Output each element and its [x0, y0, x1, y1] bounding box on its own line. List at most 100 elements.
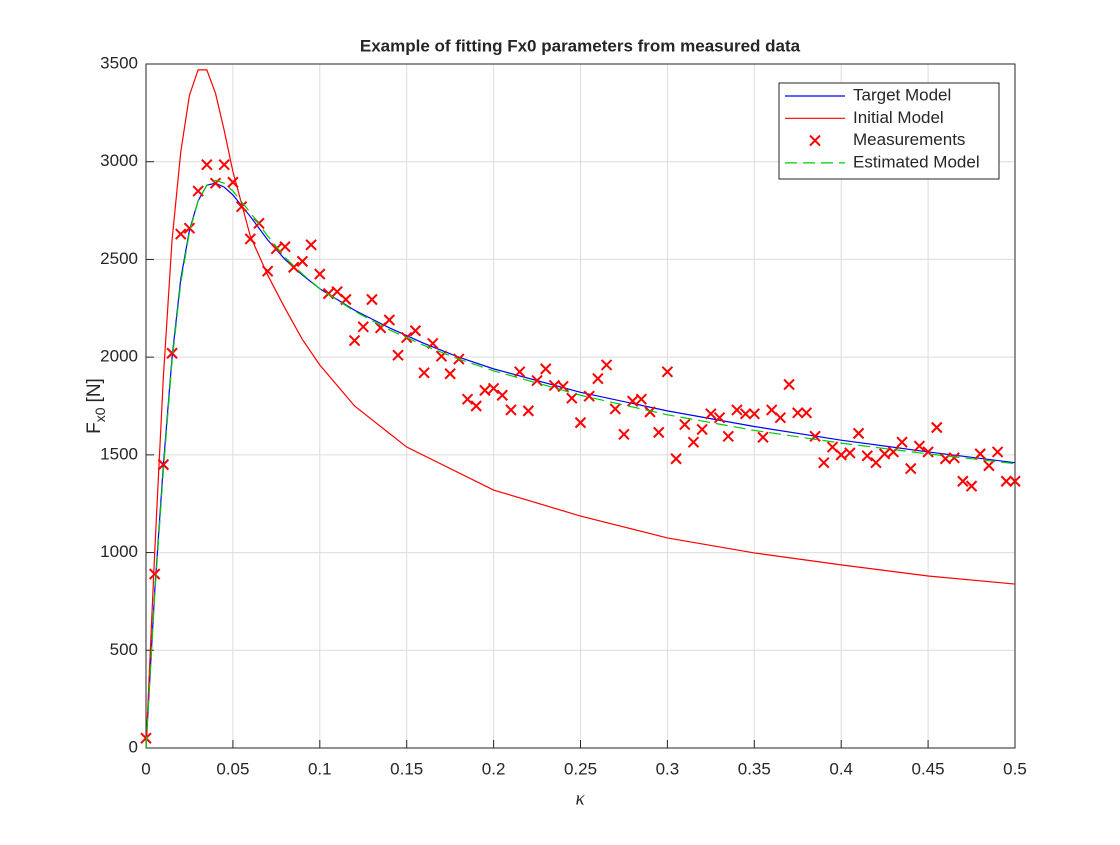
data-point	[835, 449, 847, 461]
x-tick-label: 0.2	[482, 759, 506, 778]
data-point	[783, 378, 795, 391]
data-point	[201, 158, 213, 171]
x-tick-label: 0.4	[829, 759, 853, 778]
data-point	[792, 407, 804, 419]
data-point	[983, 459, 995, 472]
x-tick-label: 0.3	[656, 759, 680, 778]
data-point	[444, 368, 456, 380]
data-point	[818, 456, 830, 469]
y-tick-label: 0	[129, 737, 138, 756]
legend-label: Initial Model	[853, 108, 944, 127]
data-point	[653, 426, 665, 439]
data-point	[931, 421, 943, 434]
y-label-sub: x0	[92, 407, 108, 422]
data-point	[731, 404, 743, 416]
data-point	[496, 389, 508, 401]
plot-frame	[145, 63, 1016, 749]
data-point	[661, 366, 674, 378]
chart-title: Example of fitting Fx0 parameters from m…	[360, 36, 801, 55]
y-tick-label: 2000	[100, 347, 138, 366]
data-point	[435, 350, 448, 362]
x-tick-label: 0.5	[1003, 759, 1027, 778]
data-point	[470, 400, 482, 412]
x-tick-label: 0.05	[216, 759, 249, 778]
data-point	[913, 440, 926, 452]
data-point	[722, 430, 734, 442]
data-point	[757, 431, 769, 443]
data-point	[513, 366, 526, 378]
data-point	[574, 416, 587, 429]
data-point	[739, 408, 752, 420]
data-point	[148, 568, 161, 580]
data-point	[235, 200, 248, 213]
y-axis-label: Fx0 [N]	[84, 378, 108, 434]
data-point	[800, 407, 813, 419]
data-point	[366, 293, 378, 306]
data-point	[218, 158, 230, 171]
data-point	[852, 427, 865, 440]
data-point	[175, 228, 187, 240]
data-point	[314, 268, 326, 280]
data-point	[687, 436, 700, 448]
data-point	[305, 239, 317, 251]
data-point	[670, 453, 682, 465]
data-point	[705, 408, 717, 420]
data-point	[183, 222, 196, 234]
data-point	[774, 412, 787, 424]
y-tick-label: 1000	[100, 542, 138, 561]
series-line	[145, 179, 1016, 749]
legend-box	[778, 82, 1000, 180]
data-point	[974, 448, 986, 460]
y-tick-label: 3000	[100, 151, 138, 170]
data-point	[922, 446, 934, 458]
series-line	[145, 69, 1016, 749]
data-point	[244, 233, 256, 245]
data-point	[696, 423, 708, 436]
data-point	[1000, 475, 1013, 487]
x-tick-label: 0	[141, 759, 150, 778]
data-point	[479, 384, 491, 397]
y-tick-label: 3500	[100, 53, 138, 72]
data-point	[583, 390, 595, 402]
data-point	[948, 452, 960, 464]
data-point	[870, 456, 882, 469]
data-point	[600, 359, 613, 371]
x-tick-label: 0.15	[390, 759, 423, 778]
legend-marker	[809, 134, 821, 147]
y-tick-label: 1500	[100, 444, 138, 463]
data-point	[461, 393, 474, 405]
legend-label: Measurements	[853, 130, 965, 149]
y-label-unit: [N]	[84, 378, 105, 402]
data-point	[418, 367, 430, 379]
data-point	[357, 321, 369, 333]
data-point	[748, 408, 761, 420]
data-point	[878, 448, 891, 460]
data-point	[905, 462, 917, 475]
legend-label: Estimated Model	[853, 152, 980, 171]
data-point	[505, 404, 517, 416]
y-tick-label: 500	[110, 640, 138, 659]
data-point	[383, 314, 396, 326]
y-label-base: F	[84, 422, 105, 434]
data-point	[261, 265, 274, 277]
data-point	[609, 403, 621, 415]
data-point	[192, 185, 204, 197]
data-point	[348, 334, 361, 347]
data-point	[896, 436, 908, 448]
data-point	[592, 372, 604, 385]
data-point	[227, 176, 239, 188]
data-point	[991, 446, 1004, 458]
legend-label: Target Model	[853, 85, 951, 104]
data-point	[392, 349, 404, 361]
data-point	[618, 428, 630, 441]
data-point	[644, 406, 656, 418]
data-point	[157, 458, 170, 471]
y-tick-label: 2500	[100, 249, 138, 268]
x-axis-label: κ	[575, 788, 585, 809]
data-point	[487, 382, 500, 395]
x-tick-label: 0.1	[308, 759, 332, 778]
data-point	[957, 475, 969, 487]
data-point	[635, 393, 648, 405]
data-point	[844, 447, 856, 459]
x-tick-label: 0.45	[912, 759, 945, 778]
